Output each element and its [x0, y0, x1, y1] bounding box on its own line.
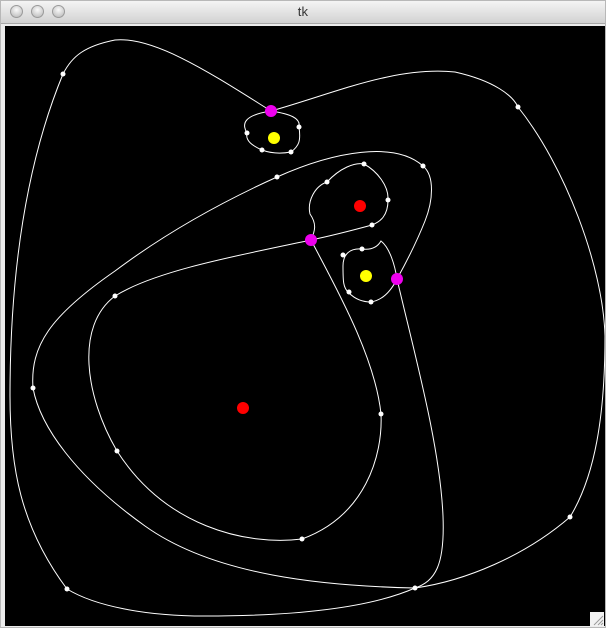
control-point[interactable]	[259, 147, 265, 153]
control-point[interactable]	[112, 293, 118, 299]
control-point[interactable]	[378, 411, 384, 417]
control-point[interactable]	[361, 161, 367, 167]
region-markers	[237, 132, 372, 414]
control-point[interactable]	[30, 385, 36, 391]
control-point[interactable]	[296, 124, 302, 130]
control-point[interactable]	[515, 104, 521, 110]
window-title: tk	[297, 4, 309, 19]
control-point[interactable]	[340, 252, 346, 258]
control-point[interactable]	[299, 536, 305, 542]
control-points	[30, 71, 573, 592]
top-small-loop	[244, 110, 301, 154]
intersection-points	[265, 105, 403, 285]
control-point[interactable]	[64, 586, 70, 592]
control-point[interactable]	[567, 514, 573, 520]
control-point[interactable]	[244, 130, 250, 136]
control-point[interactable]	[412, 585, 418, 591]
control-point[interactable]	[288, 149, 294, 155]
drawing-canvas[interactable]	[5, 26, 605, 626]
yellow-marker-dot[interactable]	[360, 270, 372, 282]
outer-curve	[9, 39, 605, 617]
control-point[interactable]	[274, 174, 280, 180]
magenta-intersection-dot[interactable]	[265, 105, 277, 117]
resize-grip-icon[interactable]	[590, 612, 604, 626]
magenta-intersection-dot[interactable]	[305, 234, 317, 246]
curves	[9, 39, 605, 617]
control-point[interactable]	[385, 197, 391, 203]
inner-upper-loop	[308, 163, 389, 241]
curve-canvas-svg[interactable]	[5, 26, 605, 626]
control-point[interactable]	[346, 289, 352, 295]
yellow-marker-dot[interactable]	[268, 132, 280, 144]
control-point[interactable]	[114, 448, 120, 454]
middle-large-loop	[88, 239, 382, 541]
zoom-traffic-light-icon[interactable]	[52, 5, 65, 18]
close-traffic-light-icon[interactable]	[10, 5, 23, 18]
control-point[interactable]	[369, 222, 375, 228]
control-point[interactable]	[60, 71, 66, 77]
window-titlebar[interactable]: tk	[1, 1, 605, 24]
control-point[interactable]	[324, 179, 330, 185]
red-marker-dot[interactable]	[354, 200, 366, 212]
red-marker-dot[interactable]	[237, 402, 249, 414]
diagonal-loop	[32, 151, 444, 589]
magenta-intersection-dot[interactable]	[391, 273, 403, 285]
control-point[interactable]	[359, 246, 365, 252]
control-point[interactable]	[368, 299, 374, 305]
minimize-traffic-light-icon[interactable]	[31, 5, 44, 18]
control-point[interactable]	[420, 163, 426, 169]
